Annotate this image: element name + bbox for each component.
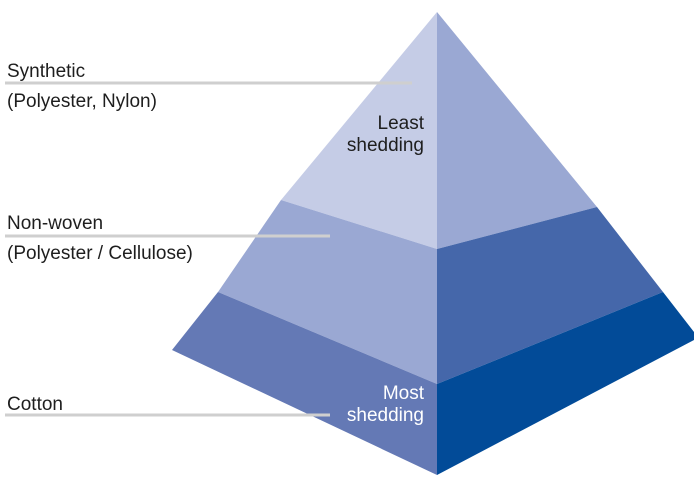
most-shedding-line2: shedding bbox=[347, 405, 424, 426]
tier-labels: Synthetic (Polyester, Nylon) Non-woven (… bbox=[7, 61, 193, 415]
least-shedding-line1: Least bbox=[378, 113, 425, 134]
pyramid-middle-right-face bbox=[437, 207, 663, 384]
pyramid-bottom-left-face bbox=[172, 292, 437, 475]
most-shedding-line1: Most bbox=[383, 383, 425, 404]
tier-label-non-woven-name: Non-woven bbox=[7, 213, 103, 234]
tier-label-synthetic-name: Synthetic bbox=[7, 61, 85, 82]
tier-label-cotton-name: Cotton bbox=[7, 394, 63, 415]
tier-label-synthetic-detail: (Polyester, Nylon) bbox=[7, 91, 157, 112]
least-shedding-line2: shedding bbox=[347, 135, 424, 156]
pyramid-top-right-face bbox=[437, 12, 597, 249]
pyramid-middle-left-face bbox=[218, 200, 437, 384]
leader-lines bbox=[5, 81, 412, 417]
pyramid-bottom-right-face bbox=[437, 292, 694, 475]
pyramid bbox=[172, 12, 694, 475]
pyramid-top-left-face bbox=[281, 12, 437, 249]
pyramid-inner-text: Least shedding Most shedding bbox=[347, 113, 425, 426]
tier-label-non-woven-detail: (Polyester / Cellulose) bbox=[7, 243, 193, 264]
